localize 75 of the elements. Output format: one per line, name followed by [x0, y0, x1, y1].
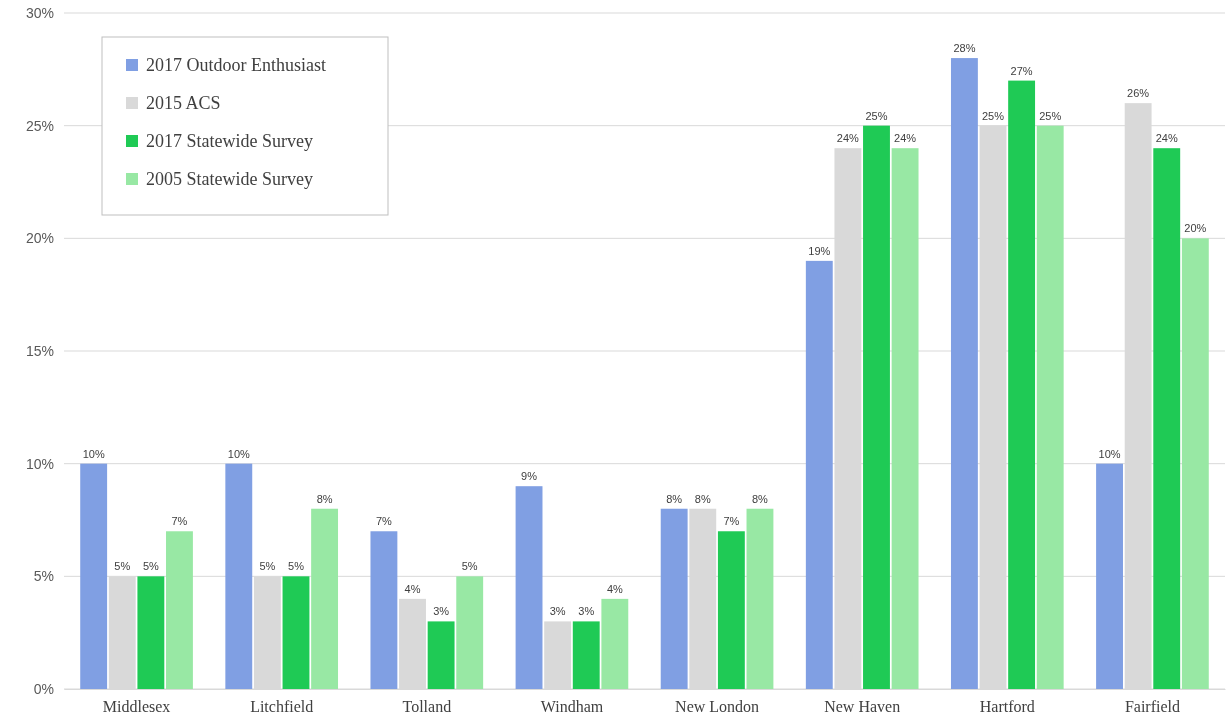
bar [225, 463, 253, 689]
bar [370, 531, 398, 689]
data-label: 20% [1184, 222, 1207, 235]
data-label: 5% [288, 560, 305, 573]
data-label: 8% [694, 492, 711, 505]
bar [717, 531, 745, 689]
x-tick-label: Windham [540, 698, 604, 716]
bar [950, 58, 978, 689]
y-tick-label: 10% [25, 455, 54, 472]
legend-label: 2017 Statewide Survey [146, 131, 313, 151]
x-tick-label: New London [675, 698, 760, 716]
bar [456, 576, 484, 689]
bar [1181, 238, 1209, 689]
bar [746, 508, 774, 689]
data-label: 25% [1039, 109, 1062, 122]
data-label: 8% [316, 492, 333, 505]
data-label: 5% [142, 560, 160, 573]
x-tick-label: Tolland [402, 698, 452, 716]
y-tick-label: 20% [25, 230, 54, 247]
bar [282, 576, 310, 689]
bar [863, 125, 890, 689]
data-label: 24% [836, 132, 860, 145]
x-tick-label: Litchfield [250, 698, 314, 716]
legend-label: 2017 Outdoor Enthusiast [146, 55, 326, 75]
bar [166, 531, 193, 689]
data-label: 19% [808, 244, 831, 257]
bar [1096, 463, 1123, 689]
data-label: 8% [752, 492, 769, 505]
x-tick-label: Fairfield [1124, 698, 1180, 716]
y-tick-label: 15% [25, 342, 54, 359]
data-label: 10% [82, 447, 105, 460]
bar [805, 260, 833, 689]
y-tick-label: 30% [25, 4, 54, 21]
data-label: 7% [171, 515, 188, 528]
bar [601, 598, 629, 689]
data-label: 7% [723, 515, 740, 528]
bar [311, 508, 339, 689]
data-label: 3% [549, 605, 566, 618]
data-label: 27% [1010, 64, 1033, 77]
data-label: 3% [433, 605, 450, 618]
data-label: 9% [521, 470, 538, 483]
bar [660, 508, 688, 689]
data-label: 8% [666, 492, 683, 505]
x-tick-label: Hartford [979, 698, 1035, 716]
data-label: 3% [578, 605, 595, 618]
y-tick-label: 25% [25, 117, 54, 134]
bar [137, 576, 165, 689]
data-label: 10% [1098, 447, 1121, 460]
data-label: 24% [1155, 132, 1178, 145]
data-label: 5% [259, 560, 276, 573]
data-label: 25% [982, 109, 1005, 122]
data-label: 4% [606, 582, 623, 595]
data-label: 5% [461, 560, 478, 573]
bar [1153, 148, 1181, 689]
data-label: 28% [953, 42, 976, 55]
data-label: 7% [375, 515, 393, 528]
data-label: 24% [894, 132, 917, 145]
bar [427, 621, 455, 689]
bar [1008, 80, 1036, 689]
data-label: 5% [114, 560, 131, 573]
legend-label: 2005 Statewide Survey [146, 169, 313, 189]
bar [572, 621, 600, 689]
legend-label: 2015 ACS [146, 93, 221, 113]
x-tick-label: Middlesex [102, 698, 171, 716]
data-label: 26% [1127, 87, 1150, 100]
bar [80, 463, 108, 689]
y-tick-label: 0% [33, 680, 54, 697]
bar [1036, 125, 1064, 689]
bar [891, 148, 919, 689]
data-label: 10% [227, 447, 251, 460]
bar [515, 486, 543, 689]
data-label: 4% [404, 582, 421, 595]
data-label: 25% [865, 109, 888, 122]
y-tick-label: 5% [33, 568, 54, 585]
x-tick-label: New Haven [824, 698, 901, 716]
